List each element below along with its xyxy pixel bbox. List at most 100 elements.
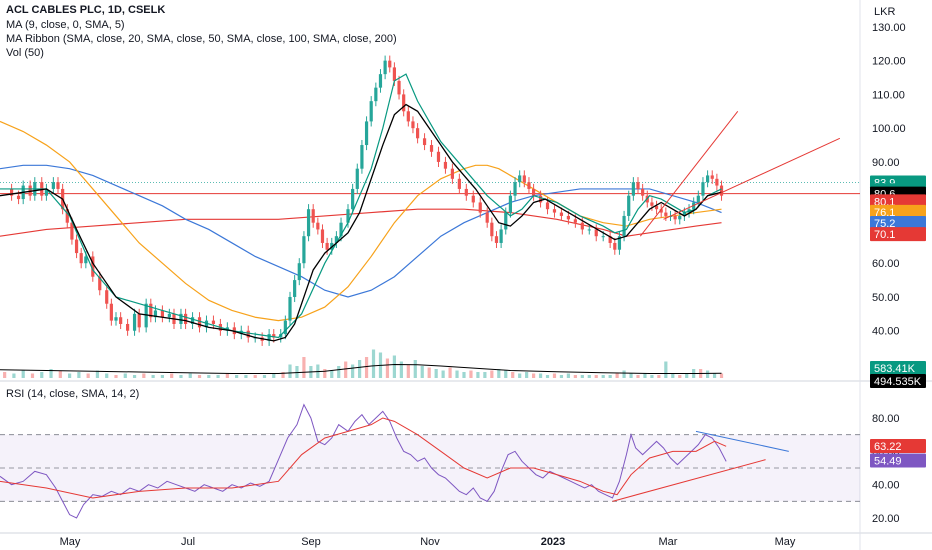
volume-bar: [573, 375, 577, 378]
candle-body: [374, 87, 378, 102]
candle-body: [710, 175, 714, 179]
volume-bar: [622, 370, 626, 378]
candle-body: [457, 178, 461, 189]
volume-bar: [123, 373, 127, 378]
legend-ma[interactable]: MA (9, close, 0, SMA, 5): [6, 19, 125, 31]
candle-body: [559, 212, 564, 216]
volume-bar: [95, 370, 100, 378]
ma200-line: [0, 208, 722, 237]
symbol-title[interactable]: ACL CABLES PLC, 1D, CSELK: [6, 4, 166, 16]
rsi-tick-label: 20.00: [872, 513, 900, 525]
candle-body: [719, 185, 724, 196]
candle-body: [190, 317, 195, 324]
candle-body: [416, 128, 420, 139]
candle-body: [56, 182, 60, 189]
legend-rsi[interactable]: RSI (14, close, SMA, 14, 2): [6, 388, 140, 400]
volume-bar: [105, 373, 109, 378]
candle-body: [355, 168, 359, 189]
candle-body: [211, 320, 216, 324]
volume-bar: [601, 375, 605, 378]
volume-bar: [142, 373, 146, 378]
chart-title: ACL CABLES PLC, 1D, CSELK: [6, 3, 165, 17]
candle-body: [167, 313, 171, 318]
candle-body: [149, 303, 153, 318]
candle-body: [184, 313, 188, 324]
candle-body: [573, 219, 577, 223]
rsi-tick-label: 40.00: [872, 480, 900, 492]
candle-body: [339, 222, 343, 237]
candle-body: [70, 222, 74, 240]
volume-bar: [497, 369, 501, 378]
volume-bar: [40, 372, 44, 378]
candle-body: [288, 296, 292, 321]
volume-bar: [518, 373, 522, 378]
rsi-ma-line: [0, 417, 727, 499]
volume-bar: [671, 373, 675, 378]
candle-body: [369, 101, 373, 122]
candle-body: [397, 80, 401, 95]
candle-body: [566, 215, 570, 220]
candle-body: [325, 242, 329, 250]
legend-volume[interactable]: Vol (50): [6, 47, 44, 59]
volume-bar: [179, 375, 183, 378]
candle-body: [132, 313, 137, 331]
candle-body: [706, 175, 710, 183]
ma20-line: [0, 73, 722, 339]
candle-body: [654, 205, 659, 210]
candle-body: [532, 188, 536, 196]
volume-ma-badge-bg: [870, 374, 926, 388]
candle-body: [360, 145, 364, 169]
volume-bar: [330, 370, 334, 378]
volume-bar: [3, 372, 7, 378]
candle-body: [84, 256, 88, 264]
volume-bar: [441, 370, 445, 378]
volume-bar: [288, 364, 292, 378]
volume-bar: [216, 375, 220, 378]
volume-bar: [364, 357, 369, 378]
volume-bar: [559, 375, 564, 378]
rsi-tick-label: 80.00: [872, 413, 900, 425]
volume-bar: [719, 373, 724, 378]
price-tick-label: 120.00: [872, 56, 906, 68]
candle-body: [587, 229, 591, 231]
volume-bar: [262, 375, 267, 378]
volume-bar: [545, 375, 550, 378]
volume-bar: [77, 372, 81, 378]
candle-body: [627, 195, 631, 216]
candle-body: [678, 215, 682, 220]
volume-bar: [552, 373, 557, 378]
candle-body: [334, 236, 338, 243]
volume-bar: [657, 375, 661, 378]
volume-bar: [712, 373, 717, 378]
candle-body: [388, 60, 392, 68]
volume-bar: [371, 349, 376, 378]
candle-body: [613, 242, 617, 250]
price-badge: 70.1: [874, 229, 895, 241]
candle-body: [293, 280, 297, 297]
volume-bar: [30, 373, 35, 378]
volume-bar: [272, 373, 276, 378]
candle-body: [429, 145, 434, 152]
volume-bar: [207, 375, 211, 378]
candle-body: [545, 202, 550, 210]
volume-bar: [650, 375, 654, 378]
price-tick-label: 90.00: [872, 157, 900, 169]
price-badge: 75.2: [874, 218, 895, 230]
candle-body: [631, 182, 635, 196]
legend-ma-ribbon[interactable]: MA Ribbon (SMA, close, 20, SMA, close, 5…: [6, 33, 397, 45]
candle-body: [378, 74, 383, 88]
volume-bar: [483, 372, 487, 378]
candle-body: [179, 313, 183, 324]
candle-body: [109, 303, 113, 321]
rsi-trendline: [695, 430, 789, 452]
candle-body: [197, 317, 202, 328]
candle-body: [622, 215, 626, 237]
volume-bar: [86, 373, 90, 378]
price-tick-label: 40.00: [872, 326, 900, 338]
candle-body: [283, 320, 287, 335]
candle-body: [98, 276, 102, 291]
candle-body: [351, 188, 355, 210]
price-badge: 76.1: [874, 207, 895, 219]
